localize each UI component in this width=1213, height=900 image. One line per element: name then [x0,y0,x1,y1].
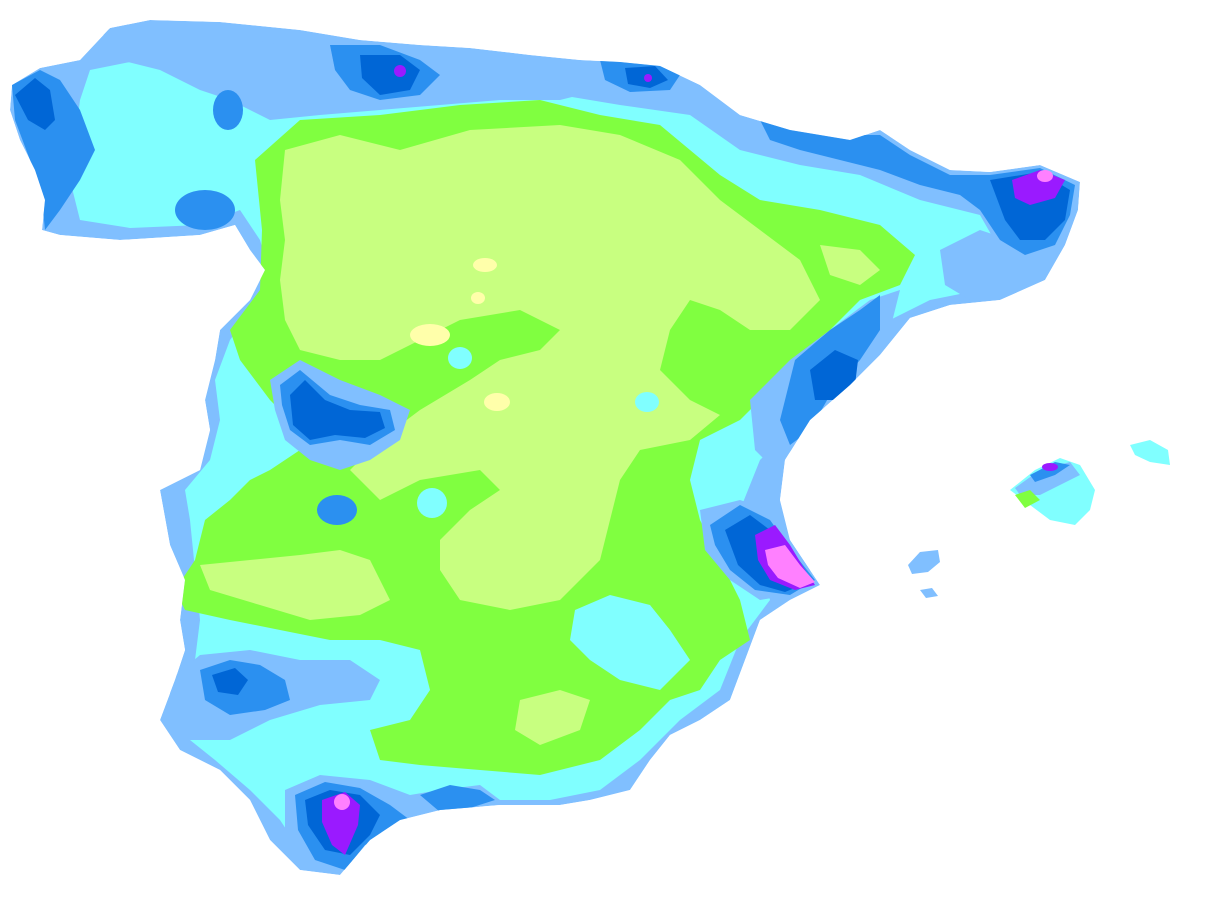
contour-level-9-catalonia [1037,170,1053,182]
contour-level-6-pyrenees [760,120,1075,255]
contour-level-5-ne [940,230,1030,300]
island-ibiza [908,550,940,574]
contour-level-6-sierra-b [213,90,243,130]
island-mallorca-band-6 [1030,462,1070,482]
contour-level-1-a [473,258,497,272]
contour-level-7-west [290,380,385,440]
contour-level-9-malaga [334,794,350,810]
contour-level-2-east [820,245,880,285]
peninsula [10,20,1080,875]
contour-level-2-se [515,690,590,745]
contour-level-9-valencia [765,545,815,588]
island-menorca [1130,440,1170,465]
contour-level-2-south [200,550,390,620]
contour-level-7-galicia [15,78,55,130]
island-mallorca-band-3 [1015,490,1040,508]
contour-level-7-huelva [212,668,248,695]
island-mallorca-band-5 [1015,462,1080,495]
contour-level-4-island-c [448,347,472,369]
contour-level-6-sierra-c [175,190,235,230]
contour-level-8-cantabria [644,74,652,82]
contour-level-4-island-b [635,392,659,412]
contour-level-4-island-d [570,595,690,690]
contour-level-6-granada [420,785,495,812]
contour-level-7-north [360,55,420,95]
contour-level-8-north [394,65,406,77]
contour-level-1-c [410,324,450,346]
contour-level-1-d [484,393,510,411]
contour-level-7-levante [810,350,858,400]
contour-level-2 [280,125,820,610]
contour-level-8-malaga [322,792,360,855]
island-mallorca-peak [1042,463,1058,471]
contour-level-4-island-a [417,488,447,518]
contour-level-1-b [471,292,485,304]
island-formentera [920,588,938,598]
balearic-islands [908,440,1170,598]
contour-level-6-sierra-a [317,495,357,525]
